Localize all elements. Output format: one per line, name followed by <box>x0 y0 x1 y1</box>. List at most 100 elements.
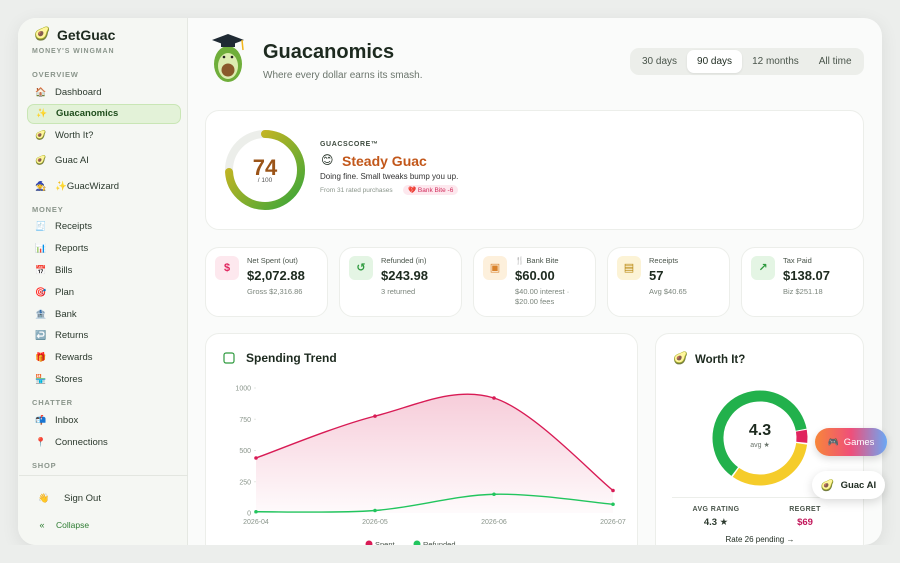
donut-segment <box>712 390 808 486</box>
nav-icon: 🧙 <box>35 180 47 191</box>
sign-out[interactable]: 👋 Sign Out <box>30 488 184 508</box>
nav-item[interactable]: 📊 Reports <box>27 239 181 259</box>
nav-icon: ↩️ <box>35 330 47 341</box>
nav-label: Returns <box>55 330 89 342</box>
chart-card: Spending Trend 0 250 500 750 1000 2026-04 2026-… <box>205 333 638 558</box>
nav-icon: 🏠 <box>35 86 47 97</box>
nav-item[interactable]: 📅 Bills <box>27 261 181 281</box>
nav-item[interactable]: 🏦 Bank <box>27 304 181 324</box>
worth-center-value: 4.3 <box>748 422 772 439</box>
nav-icon: 🎯 <box>35 286 47 297</box>
stat-value: 57 <box>649 268 664 283</box>
collapse[interactable]: « Collapse <box>28 515 182 535</box>
stat-label: Tax Paid <box>783 256 812 265</box>
section-title: SHOP <box>32 460 57 470</box>
nav-icon: 📊 <box>35 243 47 254</box>
range-tab[interactable]: 12 months <box>752 56 799 67</box>
nav-icon: 🥑 <box>35 155 47 166</box>
legend-label: Spent <box>375 540 396 549</box>
nav-item[interactable]: 🎯 Plan <box>27 282 181 302</box>
mascot-cap <box>221 41 235 47</box>
section-title: OVERVIEW <box>32 70 79 79</box>
stat-sub: 3 returned <box>381 287 416 296</box>
nav-label: Connections <box>55 436 108 448</box>
collapse-icon: « <box>39 520 45 530</box>
mascot-eye <box>230 55 234 59</box>
nav-item[interactable]: 🏠 Dashboard <box>27 82 181 102</box>
range-tab[interactable]: 90 days <box>687 50 743 73</box>
y-tick-label: 1000 <box>235 386 251 393</box>
mascot-eye <box>222 55 226 59</box>
stat-icon: ↗ <box>751 256 775 280</box>
guac-ai-label: Guac AI <box>840 479 877 491</box>
nav-item[interactable]: 🧾 Receipts <box>27 217 181 237</box>
range-tab[interactable]: All time <box>818 56 852 67</box>
chart: Spending Trend 0 250 500 750 1000 2026-04 2026-… <box>223 351 626 549</box>
worth-donut <box>712 390 808 486</box>
range-tab[interactable]: 30 days <box>642 56 678 67</box>
nav-label: Receipts <box>55 221 92 233</box>
nav-icon: 📍 <box>35 436 47 447</box>
nav-label: Stores <box>55 374 83 386</box>
nav-item[interactable]: ↩️ Returns <box>27 326 181 346</box>
stat-icon: $ <box>215 256 239 280</box>
score-card <box>205 110 864 230</box>
divider <box>19 475 188 476</box>
stat-label: Refunded (in) <box>381 256 427 265</box>
nav-item[interactable]: 📍 Connections <box>27 432 181 452</box>
games-label: Games <box>843 436 875 448</box>
score-emoji: 😊 <box>321 153 334 167</box>
stat-icon: ↺ <box>349 256 373 280</box>
range-tabs: 30 days 90 days 12 months All time <box>630 48 864 75</box>
nav-icon: 🎁 <box>35 352 47 363</box>
point <box>373 508 377 513</box>
sign-out-icon: 👋 <box>38 492 50 503</box>
chart-icon <box>223 352 235 364</box>
score-note: From 31 rated purchases <box>320 187 393 194</box>
stat-label: 🍴 Bank Bite <box>515 256 559 265</box>
y-tick-label: 0 <box>247 511 251 518</box>
score-arc <box>225 130 305 210</box>
worth-center-label: avg ★ <box>750 442 770 449</box>
x-tick-label: 2026-06 <box>481 519 507 526</box>
stat-sub: Avg $40.65 <box>649 287 687 296</box>
nav-item[interactable]: 🧙 ✨GuacWizard <box>27 176 181 196</box>
stat-icon: ▣ <box>483 256 507 280</box>
point <box>254 456 258 460</box>
nav-item[interactable]: 🎁 Rewards <box>27 348 181 368</box>
score-desc: Doing fine. Small tweaks bump you up. <box>320 172 459 181</box>
stat-sub: Gross $2,316.86 <box>247 287 303 296</box>
nav-icon: 📅 <box>35 265 47 276</box>
worth-stat-label: AVG RATING <box>692 506 740 513</box>
stat-icon: ▤ <box>617 256 641 280</box>
worth-icon: 🥑 <box>673 351 688 365</box>
stat-label: Net Spent (out) <box>247 256 298 265</box>
guac-ai-icon: 🥑 <box>820 479 835 492</box>
area <box>256 394 613 513</box>
mascot <box>212 34 244 82</box>
nav-item[interactable]: 🏪 Stores <box>27 370 181 390</box>
games-button[interactable]: 🎮 Games <box>815 428 887 456</box>
chart-title: Spending Trend <box>246 351 337 365</box>
donut-segment <box>712 390 808 486</box>
point <box>492 492 496 497</box>
nav-item[interactable]: 📬 Inbox <box>27 410 181 430</box>
legend-label: Refunded <box>423 540 456 549</box>
nav-label: Bills <box>55 265 73 277</box>
divider <box>672 497 848 498</box>
nav-label: Guac AI <box>55 155 89 167</box>
tagline: MONEY'S WINGMAN <box>32 48 115 55</box>
nav-icon: 📬 <box>35 414 47 425</box>
guac-ai-button[interactable]: 🥑 Guac AI <box>812 471 885 499</box>
nav-label: ✨GuacWizard <box>55 180 120 192</box>
score-value: 74 <box>252 155 278 180</box>
worth-link[interactable]: Rate 26 pending → <box>725 535 795 544</box>
nav-item[interactable]: 🥑 Worth It? <box>27 126 181 146</box>
point <box>611 502 615 507</box>
nav-item[interactable]: ✨ Guacanomics <box>27 103 181 124</box>
section-title: MONEY <box>32 204 64 214</box>
stat-value: $138.07 <box>783 268 830 283</box>
nav-item[interactable]: 🥑 Guac AI <box>27 147 181 174</box>
line <box>255 393 614 492</box>
